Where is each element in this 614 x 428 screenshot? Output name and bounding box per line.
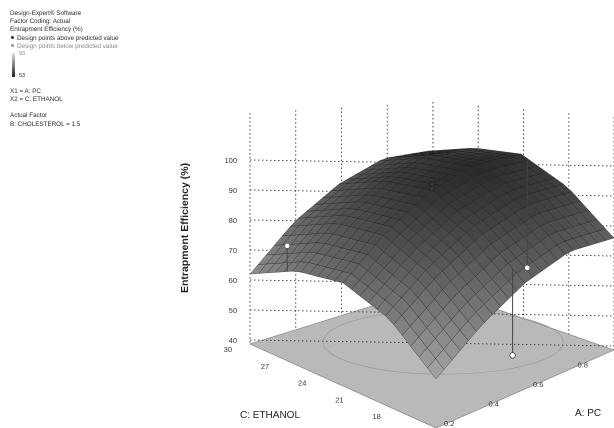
y-axis-label: C: ETHANOL (240, 410, 300, 421)
z-tick-label: 60 (229, 276, 237, 285)
x2-label: X2 = C: ETHANOL (10, 96, 63, 104)
y-tick-label: 18 (372, 412, 380, 421)
x-tick-label: 0.6 (533, 380, 543, 389)
design-points (283, 158, 531, 359)
response-surface (249, 148, 614, 380)
color-scale-low: 53 (19, 73, 26, 80)
actual-factor-title: Actual Factor (10, 112, 48, 120)
legend-above-text: Design points above predicted value (17, 34, 119, 42)
x-tick-label: 0.2 (444, 419, 454, 428)
z-tick-label: 70 (229, 246, 237, 255)
point-above-icon (11, 35, 14, 39)
design-point-below (523, 264, 531, 272)
point-below-icon (11, 44, 14, 48)
factor-coding-label: Factor Coding: Actual (10, 18, 71, 26)
y-tick-label: 24 (298, 379, 306, 388)
design-point-above (428, 180, 436, 188)
actual-factor-value: B: CHOLESTEROL = 1.5 (10, 120, 81, 128)
z-tick-label: 80 (229, 216, 237, 225)
legend-below-text: Design points below predicted value (17, 42, 118, 50)
x-tick-label: 0.8 (578, 361, 588, 370)
legend-above: Design points above predicted value (10, 35, 180, 43)
response-label: Entrapment Efficiency (%) (10, 26, 83, 34)
z-tick-label: 50 (229, 306, 237, 315)
axis-ticks: 4050607080901001518212427300.20.40.60.80… (224, 156, 588, 428)
z-tick-label: 40 (229, 336, 237, 345)
y-tick-label: 27 (261, 362, 269, 371)
z-axis-label: Entrapment Efficiency (%) (179, 163, 191, 293)
legend-below: Design points below predicted value (10, 43, 180, 51)
color-scale-gradient (12, 53, 15, 78)
z-tick-label: 90 (229, 186, 237, 195)
design-point-below (509, 352, 516, 359)
x-axis-label: A: PC (575, 408, 601, 419)
y-tick-label: 30 (224, 345, 232, 354)
design-point-below (283, 242, 291, 250)
software-label: Design-Expert® Software (10, 10, 82, 17)
color-scale: 93 53 (10, 51, 180, 80)
color-scale-high: 93 (19, 51, 26, 58)
design-info-panel: Design-Expert® Software Factor Coding: A… (10, 10, 180, 129)
y-tick-label: 21 (335, 395, 343, 404)
z-tick-label: 100 (224, 156, 237, 165)
surface-patch (597, 228, 614, 241)
x-tick-label: 0.4 (489, 400, 499, 409)
x1-label: X1 = A: PC (10, 88, 41, 96)
